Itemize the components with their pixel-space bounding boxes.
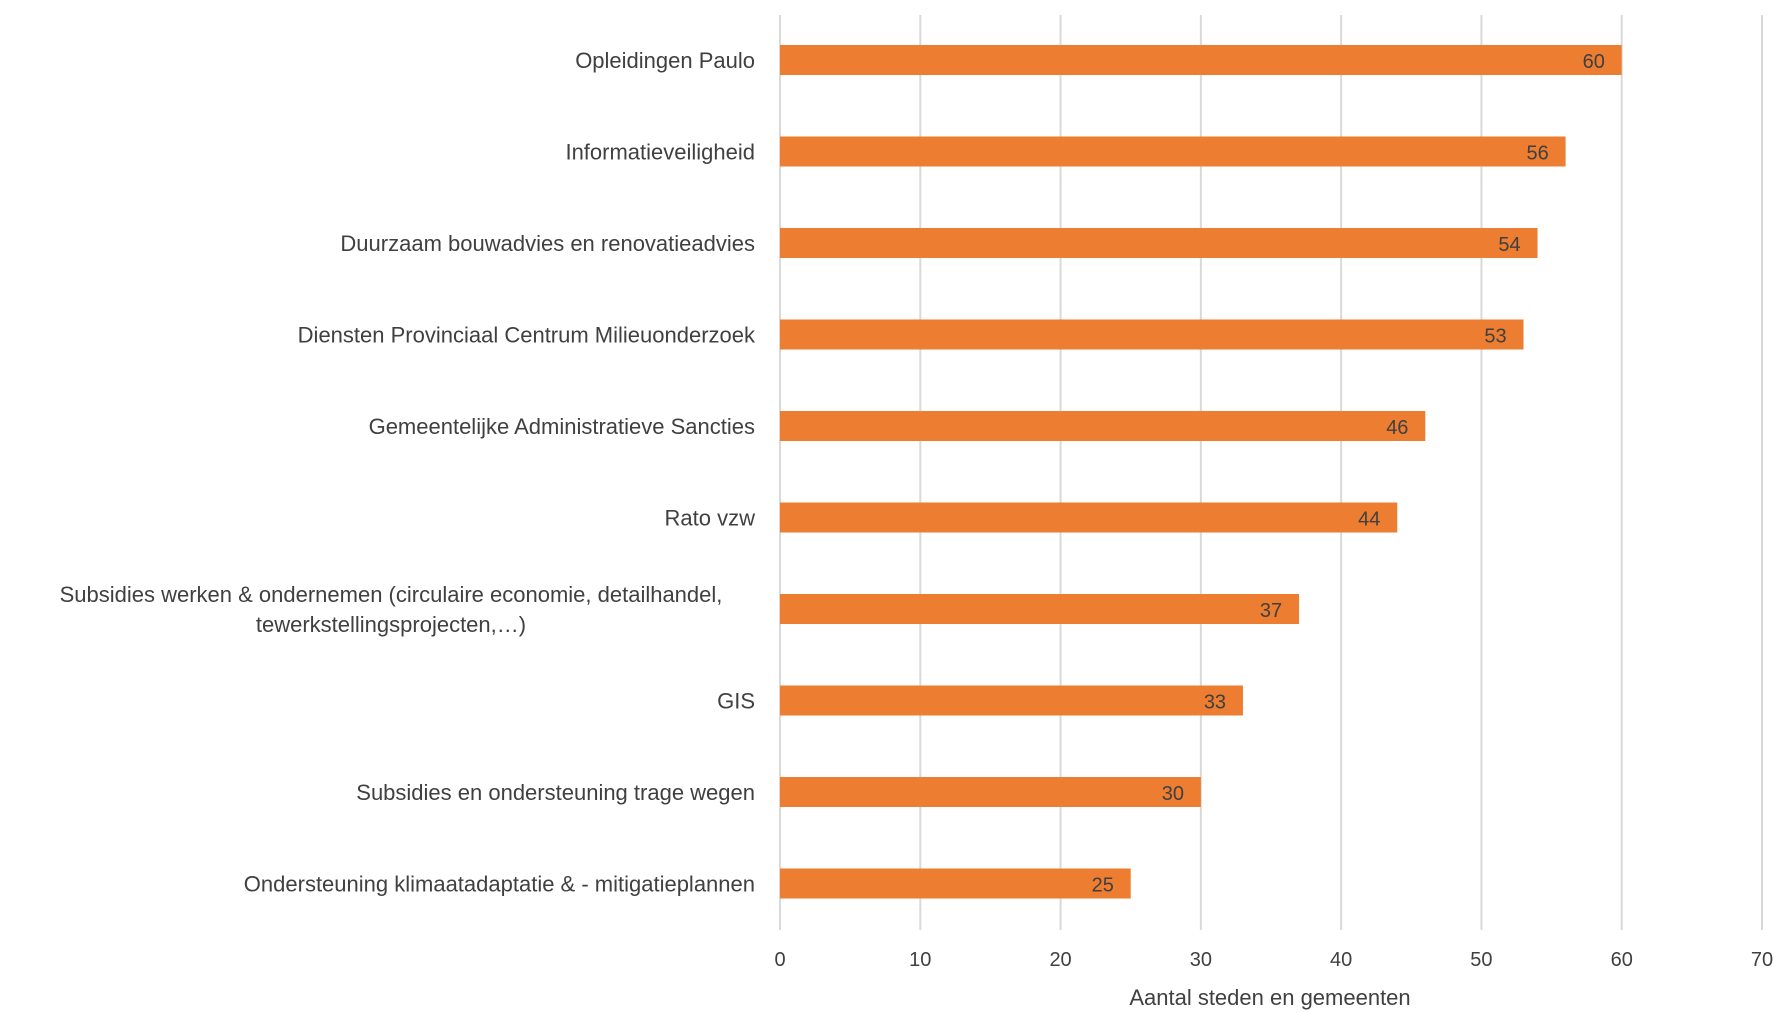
bar: [780, 685, 1243, 716]
bar-value-label: 30: [1162, 783, 1184, 805]
bar: [780, 319, 1524, 350]
x-tick-label: 70: [1751, 949, 1773, 971]
x-tick-label: 10: [909, 949, 931, 971]
bar-value-label: 53: [1484, 326, 1506, 348]
category-label: Duurzaam bouwadvies en renovatieadvies: [340, 231, 755, 256]
bar-value-label: 44: [1358, 509, 1380, 531]
category-label: Informatieveiligheid: [565, 140, 755, 165]
x-tick-label: 50: [1470, 949, 1492, 971]
category-label: Rato vzw: [665, 506, 756, 531]
category-label: Diensten Provinciaal Centrum Milieuonder…: [298, 323, 756, 348]
bar-value-label: 60: [1583, 51, 1605, 73]
bar: [780, 594, 1300, 624]
bar-value-label: 54: [1498, 234, 1520, 256]
bar: [780, 136, 1566, 167]
bar: [780, 228, 1538, 258]
bar: [780, 502, 1398, 533]
category-label: Gemeentelijke Administratieve Sancties: [369, 414, 755, 439]
x-tick-label: 0: [774, 949, 785, 971]
category-label: Subsidies en ondersteuning trage wegen: [356, 780, 755, 805]
category-label: GIS: [717, 689, 755, 714]
x-tick-label: 30: [1190, 949, 1212, 971]
bar-value-label: 46: [1386, 417, 1408, 439]
gridlines: [779, 15, 1763, 930]
bar-value-label: 37: [1260, 600, 1282, 622]
category-label: Opleidingen Paulo: [575, 48, 755, 73]
bar: [780, 411, 1426, 441]
bar-value-label: 33: [1204, 692, 1226, 714]
category-label: Ondersteuning klimaatadaptatie & - mitig…: [244, 872, 755, 897]
x-axis-ticks: 0 10 20 30 40 50 60 70: [774, 949, 1773, 971]
x-tick-label: 60: [1611, 949, 1633, 971]
category-label: Subsidies werken & ondernemen (circulair…: [60, 582, 723, 637]
bar-value-label: 25: [1092, 875, 1114, 897]
category-labels: Opleidingen Paulo Informatieveiligheid Duu…: [60, 48, 756, 897]
bar-value-label: 56: [1526, 143, 1548, 165]
x-tick-label: 20: [1049, 949, 1071, 971]
bar: [780, 868, 1131, 899]
bar: [780, 777, 1201, 807]
x-axis-title: Aantal steden en gemeenten: [1129, 985, 1410, 1010]
bar: [780, 45, 1622, 75]
x-tick-label: 40: [1330, 949, 1352, 971]
bars: 60 56 54 53 46 44 37 33 30 25: [780, 45, 1622, 899]
